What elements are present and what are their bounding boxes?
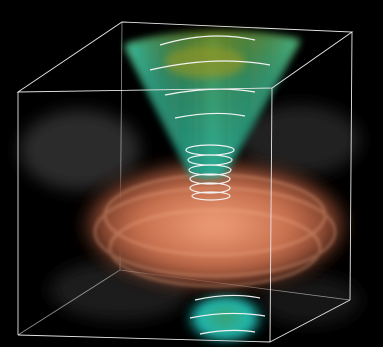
visualization	[0, 0, 383, 347]
page	[0, 0, 383, 347]
